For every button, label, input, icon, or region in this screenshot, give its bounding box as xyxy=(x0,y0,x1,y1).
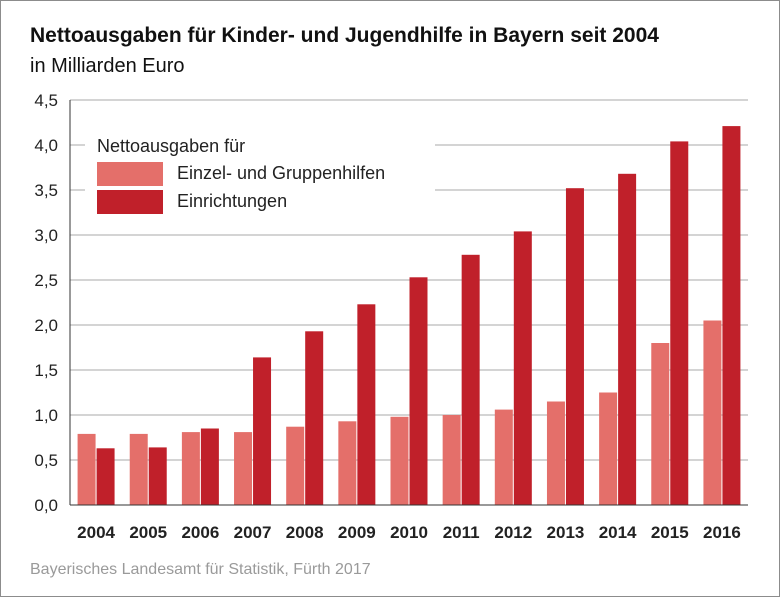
bar-einzel xyxy=(390,416,409,505)
bar-einrichtungen xyxy=(409,277,428,505)
legend-swatch-einzel xyxy=(97,162,163,186)
x-tick-label: 2013 xyxy=(547,523,585,542)
bar-einzel xyxy=(599,392,618,505)
bar-einzel xyxy=(77,433,96,505)
legend: Nettoausgaben für Einzel- und Gruppenhil… xyxy=(85,128,435,224)
bar-einrichtungen xyxy=(461,254,480,505)
chart-subtitle: in Milliarden Euro xyxy=(30,55,185,77)
bar-einzel xyxy=(494,409,513,505)
bar-einrichtungen xyxy=(305,331,324,505)
x-tick-label: 2009 xyxy=(338,523,376,542)
legend-label-einrichtungen: Einrichtungen xyxy=(177,191,288,211)
bar-einzel xyxy=(234,432,253,505)
y-tick-label: 0,0 xyxy=(34,496,58,515)
source-note: Bayerisches Landesamt für Statistik, Für… xyxy=(30,561,371,578)
y-tick-label: 2,0 xyxy=(34,316,58,335)
chart-title: Nettoausgaben für Kinder- und Jugendhilf… xyxy=(30,24,659,47)
x-tick-label: 2016 xyxy=(703,523,741,542)
bar-einzel xyxy=(651,343,670,505)
x-tick-label: 2011 xyxy=(443,523,480,542)
legend-label-einzel: Einzel- und Gruppenhilfen xyxy=(177,163,386,183)
y-tick-label: 1,0 xyxy=(34,406,58,425)
bar-einrichtungen xyxy=(670,141,689,505)
y-tick-label: 0,5 xyxy=(34,451,58,470)
x-tick-label: 2004 xyxy=(77,523,115,542)
bar-einrichtungen xyxy=(618,173,637,506)
y-tick-label: 3,0 xyxy=(34,226,58,245)
legend-title: Nettoausgaben für xyxy=(97,136,246,156)
bar-einzel xyxy=(286,426,305,505)
bar-einzel xyxy=(546,401,565,505)
x-tick-label: 2006 xyxy=(181,523,219,542)
bar-einrichtungen xyxy=(565,188,584,505)
bar-einrichtungen xyxy=(357,304,376,505)
bar-einrichtungen xyxy=(253,357,272,505)
legend-swatch-einrichtungen xyxy=(97,190,163,214)
x-tick-label: 2005 xyxy=(129,523,167,542)
bar-einzel xyxy=(129,433,148,505)
bar-einzel xyxy=(703,320,722,505)
bar-einrichtungen xyxy=(722,126,741,505)
y-tick-label: 3,5 xyxy=(34,181,58,200)
x-tick-label: 2010 xyxy=(390,523,428,542)
y-tick-label: 4,0 xyxy=(34,136,58,155)
y-tick-label: 1,5 xyxy=(34,361,58,380)
x-tick-label: 2008 xyxy=(286,523,324,542)
x-tick-label: 2007 xyxy=(234,523,272,542)
bar-einrichtungen xyxy=(96,448,115,505)
bar-einrichtungen xyxy=(200,428,219,505)
x-tick-label: 2012 xyxy=(494,523,532,542)
bar-einzel xyxy=(338,421,357,505)
x-tick-label: 2014 xyxy=(599,523,637,542)
y-tick-label: 2,5 xyxy=(34,271,58,290)
y-tick-label: 4,5 xyxy=(34,91,58,110)
bar-einrichtungen xyxy=(513,231,532,505)
x-tick-label: 2015 xyxy=(651,523,689,542)
bar-einzel xyxy=(442,415,461,505)
bar-einrichtungen xyxy=(148,447,167,505)
bar-einzel xyxy=(181,432,200,505)
